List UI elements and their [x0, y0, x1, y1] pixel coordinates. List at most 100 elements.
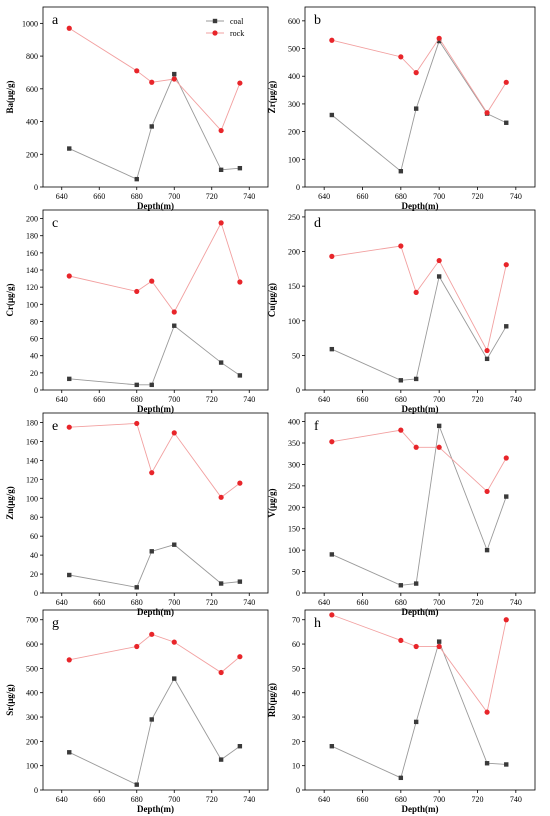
panel-f: 640 660 680 700 720 740 0 50 100 150 200 250 300 350 4…: [267, 412, 536, 617]
data-point-coal: [436, 423, 442, 429]
x-tick-label: 660: [93, 598, 105, 607]
data-point-coal: [504, 120, 509, 125]
y-tick-label: 300: [288, 460, 300, 469]
data-point-rock: [398, 54, 404, 60]
data-point-rock: [66, 273, 72, 279]
data-point-rock: [149, 79, 155, 85]
y-tick-label: 20: [30, 570, 38, 579]
data-point-coal: [484, 356, 490, 362]
data-point-rock: [329, 37, 335, 43]
y-tick-label: 0: [34, 786, 38, 795]
plot-frame: [42, 609, 269, 791]
series-line-rock: [331, 614, 507, 714]
data-point-coal: [134, 585, 139, 590]
x-tick-label: 720: [472, 795, 484, 804]
data-point-rock: [218, 669, 224, 676]
series-line-rock: [69, 27, 241, 132]
legend-marker-coal: [212, 18, 218, 24]
y-tick-label: 100: [26, 762, 38, 771]
data-point-coal: [149, 124, 154, 129]
series-line-rock: [331, 429, 507, 493]
x-tick-label: 680: [131, 192, 143, 201]
panel-e: 640 660 680 700 720 740 0 20 40 60 80 100 120 140 160 1…: [5, 412, 269, 617]
data-point-rock: [218, 220, 224, 226]
y-tick-label: 20: [292, 737, 300, 746]
plot-frame: [42, 209, 269, 391]
y-tick-label: 0: [34, 386, 38, 395]
data-point-rock: [413, 643, 419, 650]
y-axis-title: Cu(μg/g): [267, 283, 277, 317]
y-tick-label: 0: [296, 386, 300, 395]
x-tick-label: 660: [357, 395, 369, 404]
y-axis-title: Cr(μg/g): [5, 283, 15, 316]
y-tick-label: 100: [26, 494, 38, 503]
data-point-coal: [413, 581, 419, 586]
panel-letter: e: [52, 419, 58, 434]
x-tick-label: 720: [206, 192, 218, 201]
data-point-rock: [503, 79, 509, 85]
y-axis-title: V(μg/g): [267, 488, 277, 517]
data-point-coal: [172, 542, 177, 547]
x-tick-label: 660: [357, 192, 369, 201]
data-point-rock: [134, 420, 140, 427]
data-point-coal: [436, 639, 442, 644]
data-point-rock: [329, 612, 335, 618]
data-point-rock: [66, 424, 72, 430]
data-point-coal: [218, 581, 224, 586]
y-tick-label: 10: [292, 762, 300, 771]
x-tick-label: 700: [433, 192, 445, 201]
data-point-coal: [398, 775, 404, 781]
data-point-rock: [237, 654, 243, 660]
y-tick-label: 50: [292, 351, 300, 360]
plot-frame: [42, 6, 269, 188]
y-tick-label: 0: [34, 183, 38, 192]
plot-frame: [304, 412, 536, 594]
data-point-rock: [484, 110, 490, 116]
y-tick-label: 60: [292, 640, 300, 649]
data-point-rock: [134, 288, 140, 295]
y-tick-label: 600: [288, 17, 300, 26]
panel-letter: a: [52, 13, 59, 28]
x-tick-label: 740: [510, 795, 522, 804]
data-point-coal: [67, 572, 72, 578]
data-point-coal: [172, 323, 177, 328]
data-point-coal: [149, 382, 154, 388]
data-point-rock: [398, 427, 404, 433]
x-tick-label: 700: [168, 598, 180, 607]
data-point-coal: [134, 782, 139, 787]
y-tick-label: 40: [292, 689, 300, 698]
x-tick-label: 680: [131, 598, 143, 607]
x-tick-label: 660: [93, 795, 105, 804]
data-point-coal: [134, 382, 139, 388]
series-line-coal: [331, 640, 507, 779]
data-point-coal: [436, 38, 442, 44]
series-line-rock: [69, 633, 241, 674]
x-tick-label: 700: [168, 395, 180, 404]
data-point-rock: [398, 637, 404, 644]
data-point-coal: [436, 274, 442, 279]
x-tick-label: 740: [243, 795, 255, 804]
y-tick-label: 50: [292, 568, 300, 577]
x-axis-title: Depth(m): [402, 607, 439, 617]
y-axis-title: Zr(μg/g): [267, 81, 277, 114]
y-tick-label: 40: [30, 352, 38, 361]
data-point-coal: [237, 373, 243, 378]
y-tick-label: 20: [30, 369, 38, 378]
data-point-coal: [504, 494, 509, 499]
data-point-coal: [329, 552, 335, 557]
series-line-rock: [69, 422, 241, 498]
data-point-coal: [398, 378, 404, 383]
y-tick-label: 80: [30, 317, 38, 326]
x-tick-label: 720: [472, 395, 484, 404]
series-line-rock: [69, 221, 241, 313]
y-tick-label: 700: [26, 616, 38, 625]
x-tick-label: 660: [93, 395, 105, 404]
y-tick-label: 300: [288, 100, 300, 109]
data-point-rock: [66, 657, 72, 663]
x-tick-label: 740: [243, 395, 255, 404]
data-point-rock: [237, 279, 243, 285]
data-point-coal: [413, 106, 419, 111]
data-point-coal: [67, 376, 72, 382]
y-tick-label: 200: [288, 503, 300, 512]
